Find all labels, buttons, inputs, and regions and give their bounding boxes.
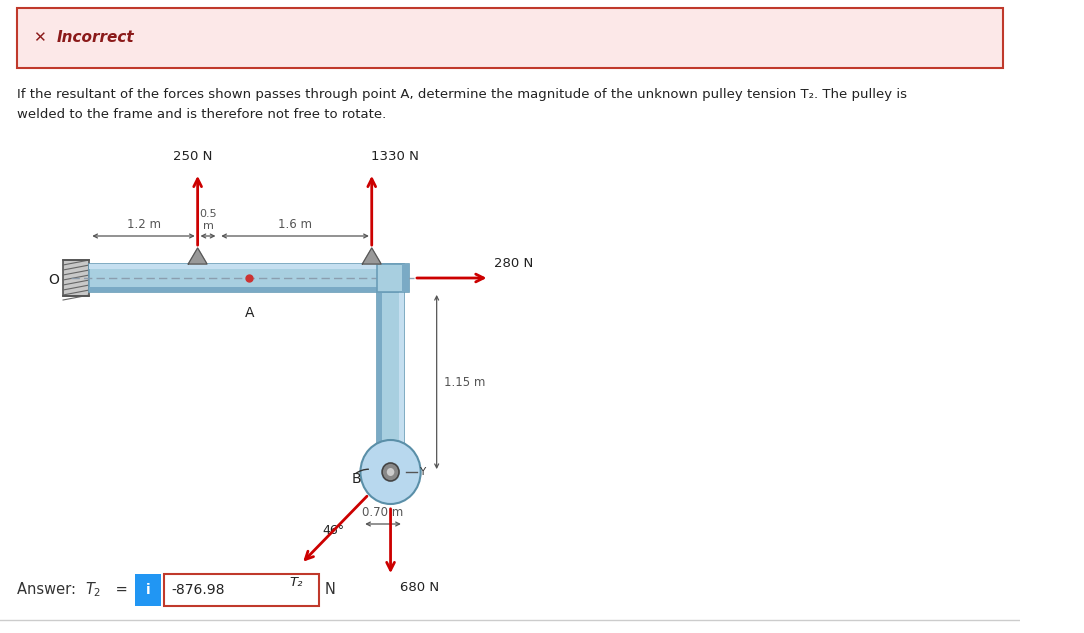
Polygon shape: [362, 248, 382, 264]
Text: ✕: ✕: [34, 30, 46, 46]
Text: 280 N: 280 N: [494, 257, 533, 270]
Text: A: A: [245, 306, 254, 320]
Text: 1330 N: 1330 N: [372, 150, 420, 163]
Bar: [377, 292, 403, 472]
Bar: [134, 574, 160, 606]
Bar: [164, 574, 319, 606]
Bar: [63, 260, 89, 296]
Text: =: =: [111, 582, 132, 598]
Bar: [89, 264, 410, 269]
Text: B: B: [351, 472, 361, 486]
Text: If the resultant of the forces shown passes through point A, determine the magni: If the resultant of the forces shown pas…: [17, 88, 907, 101]
Text: i: i: [145, 583, 150, 597]
Text: 250 N: 250 N: [173, 150, 212, 163]
Text: 680 N: 680 N: [400, 581, 439, 594]
Text: N: N: [325, 582, 336, 598]
Text: 0.5
m: 0.5 m: [199, 210, 217, 231]
Bar: [377, 292, 382, 472]
Text: T₂: T₂: [289, 575, 304, 589]
Bar: [377, 264, 403, 292]
Text: Y: Y: [418, 467, 425, 477]
Text: 46°: 46°: [322, 524, 345, 537]
Bar: [89, 287, 410, 292]
Circle shape: [382, 463, 399, 481]
Text: 1.6 m: 1.6 m: [278, 218, 312, 231]
Circle shape: [361, 440, 421, 504]
Text: Incorrect: Incorrect: [56, 30, 134, 46]
Polygon shape: [189, 248, 207, 264]
Text: 1.15 m: 1.15 m: [444, 375, 486, 389]
FancyBboxPatch shape: [17, 8, 1003, 68]
Text: 1.2 m: 1.2 m: [127, 218, 160, 231]
Text: -876.98: -876.98: [171, 583, 224, 597]
Bar: [402, 264, 410, 292]
Text: 0.70 m: 0.70 m: [362, 506, 403, 519]
Bar: [399, 292, 403, 472]
Text: welded to the frame and is therefore not free to rotate.: welded to the frame and is therefore not…: [17, 108, 386, 121]
Circle shape: [387, 468, 395, 476]
Bar: [89, 264, 410, 292]
Text: $T_2$: $T_2$: [85, 580, 101, 599]
Text: Answer:: Answer:: [17, 582, 80, 598]
Text: O: O: [49, 273, 60, 287]
